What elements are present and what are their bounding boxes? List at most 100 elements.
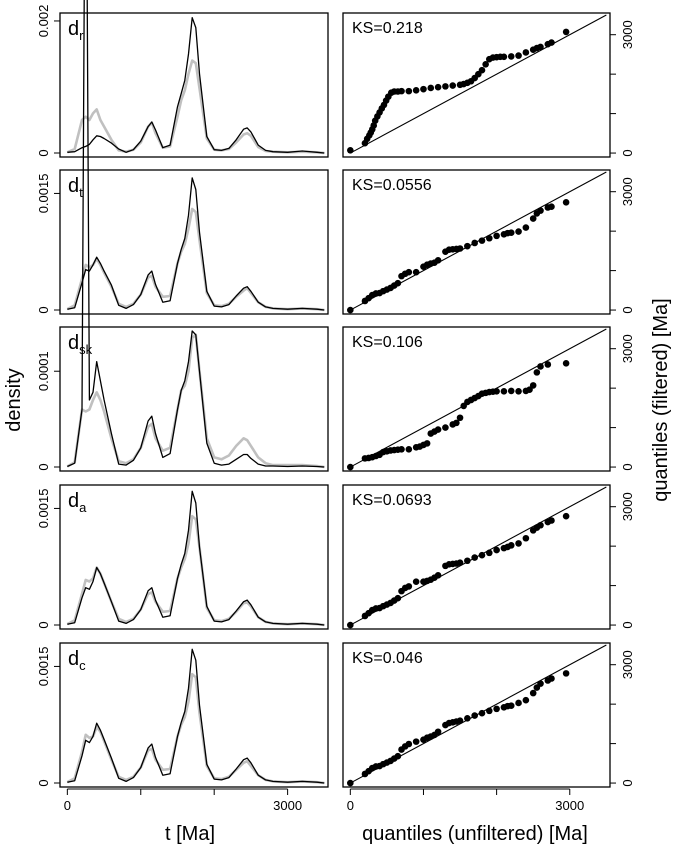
density-panel-frame bbox=[59, 169, 329, 315]
qq-point bbox=[548, 39, 555, 46]
panel-row-5: 0 0.0015 dc 0 3000 KS=0.046 bbox=[36, 642, 635, 788]
density-panel-frame bbox=[59, 642, 329, 788]
qq-point bbox=[449, 82, 457, 89]
qq-y-tick-label: 0 bbox=[620, 463, 635, 470]
density-panel-dt: 0 0.0015 dt bbox=[36, 169, 329, 315]
qq-plot-area bbox=[347, 328, 607, 471]
qq-point bbox=[434, 572, 442, 579]
qq-point bbox=[394, 752, 402, 760]
density-y-tick-label: 0.0015 bbox=[36, 489, 51, 529]
qq-point bbox=[464, 242, 471, 250]
qq-point bbox=[478, 709, 486, 717]
qq-point bbox=[405, 268, 413, 276]
qq-point bbox=[537, 680, 544, 687]
qq-point bbox=[478, 551, 486, 559]
qq-point bbox=[471, 554, 478, 561]
qq-point bbox=[434, 257, 442, 264]
qq-point bbox=[456, 717, 464, 725]
panel-label-subscript: sk bbox=[79, 342, 93, 357]
qq-point bbox=[482, 60, 489, 68]
density-y-tick-label: 0.0015 bbox=[36, 647, 51, 687]
qq-point bbox=[548, 203, 555, 210]
panel-row-2: 0 0.0015 dt 0 3000 KS=0.0556 bbox=[36, 169, 635, 315]
qq-panel-dsk: 0 3000 KS=0.106 bbox=[342, 326, 635, 472]
qq-point bbox=[515, 388, 522, 395]
qq-point bbox=[434, 728, 442, 736]
qq-point bbox=[562, 28, 570, 36]
qq-y-tick-label: 0 bbox=[620, 306, 635, 313]
qq-point bbox=[515, 699, 522, 707]
ks-statistic: KS=0.0556 bbox=[352, 177, 432, 194]
qq-point bbox=[507, 542, 515, 549]
qq-point bbox=[478, 66, 486, 74]
qq-panel-da: 0 3000 KS=0.0693 bbox=[342, 484, 635, 630]
qq-point bbox=[442, 424, 449, 431]
qq-point bbox=[493, 546, 500, 554]
qq-point bbox=[500, 53, 508, 61]
density-line-filtered bbox=[67, 177, 325, 311]
density-panel-dr: 0 0.002 dr bbox=[36, 5, 329, 158]
qq-point bbox=[478, 237, 486, 244]
qq-point bbox=[537, 207, 544, 214]
qq-point bbox=[394, 279, 402, 287]
panel-label: da bbox=[68, 490, 87, 515]
density-line-filtered bbox=[67, 0, 325, 468]
qq-point bbox=[562, 199, 570, 206]
qq-point bbox=[500, 388, 508, 395]
qq-point bbox=[507, 53, 515, 60]
density-x-tick-label: 3000 bbox=[273, 798, 302, 813]
qq-plot-area bbox=[347, 486, 607, 629]
qq-point bbox=[442, 83, 449, 90]
panel-label-subscript: t bbox=[79, 185, 83, 200]
qq-point bbox=[453, 419, 460, 427]
qq-y-tick-label: 0 bbox=[620, 149, 635, 156]
qq-point bbox=[486, 234, 493, 242]
ks-statistic: KS=0.0693 bbox=[352, 492, 432, 509]
qq-point bbox=[405, 740, 413, 748]
ks-statistic: KS=0.046 bbox=[352, 650, 423, 667]
qq-plot-area bbox=[347, 14, 607, 154]
qq-point bbox=[562, 359, 570, 367]
panel-label: dt bbox=[68, 175, 83, 200]
qq-point bbox=[544, 361, 552, 368]
qq-point bbox=[347, 306, 354, 314]
panel-label: dc bbox=[68, 648, 86, 673]
density-y-tick-label: 0 bbox=[36, 621, 51, 628]
qq-plot-area bbox=[347, 171, 607, 314]
qq-y-tick-label: 3000 bbox=[620, 650, 635, 679]
density-x-tick-label: 0 bbox=[64, 798, 71, 813]
qq-point bbox=[529, 215, 537, 222]
qq-point bbox=[522, 534, 530, 542]
qq-point bbox=[537, 521, 544, 529]
density-y-tick-label: 0 bbox=[36, 306, 51, 313]
qq-panel-dc: 0 3000 KS=0.046 bbox=[342, 642, 635, 788]
panel-label-subscript: r bbox=[79, 28, 84, 43]
density-panel-dc: 0 0.0015 dc bbox=[36, 642, 329, 788]
qq-point bbox=[464, 557, 471, 565]
qq-point bbox=[405, 87, 413, 95]
right-y-axis-label: quantiles (filtered) [Ma] bbox=[650, 298, 672, 501]
density-panel-frame bbox=[59, 12, 329, 158]
qq-point bbox=[507, 387, 515, 395]
qq-point bbox=[537, 43, 544, 51]
qq-y-tick-label: 3000 bbox=[620, 492, 635, 521]
qq-point bbox=[456, 245, 464, 252]
qq-one-to-one-line bbox=[350, 14, 607, 154]
qq-point bbox=[347, 463, 354, 471]
qq-y-tick-label: 3000 bbox=[620, 334, 635, 363]
qq-point bbox=[412, 268, 420, 276]
qq-point bbox=[347, 621, 354, 629]
qq-x-tick-label: 0 bbox=[347, 798, 354, 813]
qq-x-tick-label: 3000 bbox=[555, 798, 584, 813]
density-line-unfiltered bbox=[66, 207, 325, 312]
qq-point bbox=[434, 83, 442, 91]
qq-point bbox=[412, 87, 420, 94]
qq-point bbox=[486, 549, 493, 557]
qq-point bbox=[562, 670, 570, 677]
density-line-unfiltered bbox=[66, 514, 325, 627]
qq-point bbox=[427, 84, 435, 92]
qq-y-tick-label: 3000 bbox=[620, 20, 635, 49]
qq-point bbox=[412, 578, 420, 585]
density-y-tick-label: 0.0015 bbox=[36, 174, 51, 214]
qq-y-tick-label: 3000 bbox=[620, 177, 635, 206]
